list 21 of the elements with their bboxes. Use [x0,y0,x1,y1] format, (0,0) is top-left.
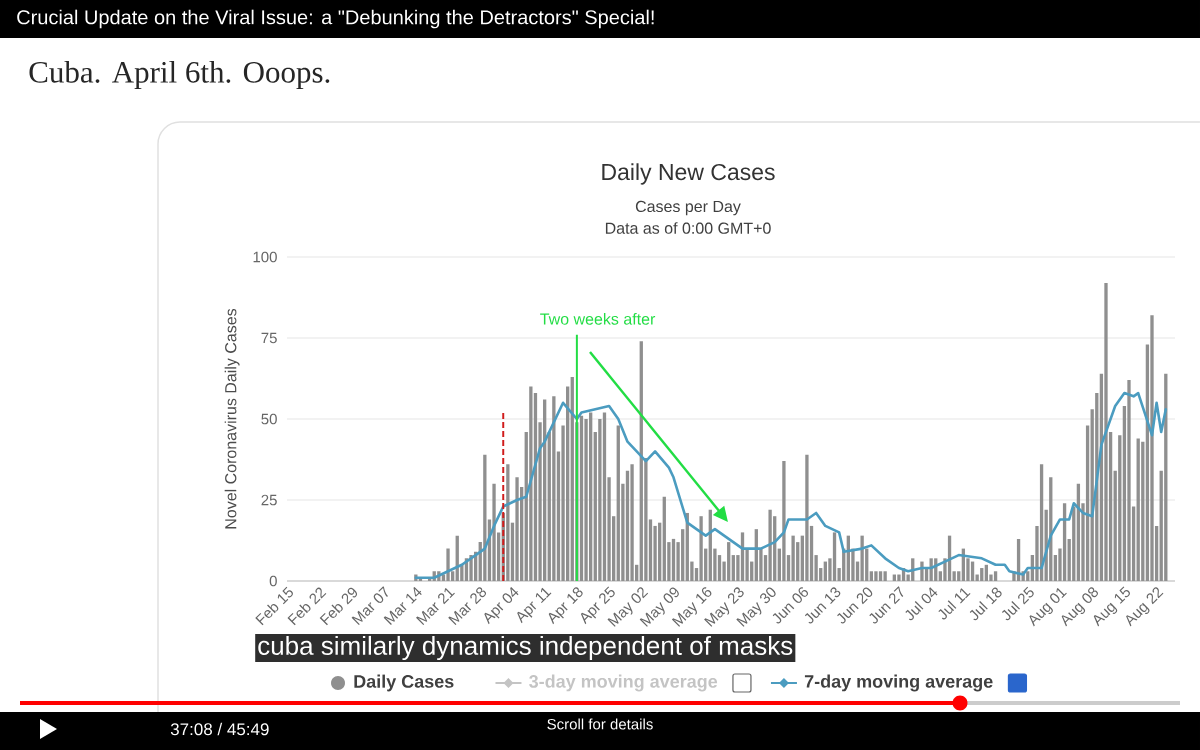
text: Crucial Update on the Viral Issue: a "Debunking the Detractors" Special! [17,9,654,29]
y-tick-label: 100 [253,251,277,263]
text: Cuba. April 6th. Ooops. [29,60,330,90]
y-axis-title: Novel Coronavirus Daily Cases [224,308,240,529]
legend-label: Daily Cases [354,674,454,692]
x-tick-label: Jul 11 [938,588,971,620]
ref-line-label: Two weeks after [540,313,656,325]
text: cuba similarly dynamics independent of masks [258,635,793,661]
text: Scroll for details [547,718,653,730]
chart-title: Daily New Cases [602,163,775,185]
legend-label: 7-day moving average [804,674,993,692]
y-tick-label: 0 [269,575,277,587]
chart-subtitle: Cases per Day [635,200,741,216]
y-tick-label: 75 [261,332,277,344]
y-tick-label: 25 [261,494,277,506]
text: Data as of 0:00 GMT+0 [605,222,771,234]
y-tick-label: 50 [261,413,277,425]
legend-label: 3-day moving average [529,674,718,692]
x-tick-label: Jul 04 [905,587,938,621]
x-tick-label: Jul 18 [969,587,1002,621]
text: 37:08 / 45:49 [170,722,269,736]
